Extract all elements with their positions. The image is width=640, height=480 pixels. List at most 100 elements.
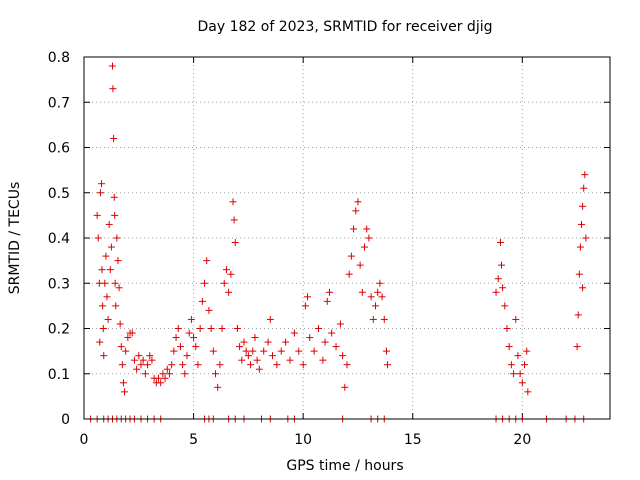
data-point <box>336 320 344 328</box>
data-point <box>319 356 327 364</box>
data-point <box>198 297 206 305</box>
data-point <box>512 315 520 323</box>
data-point <box>507 361 515 369</box>
data-point <box>105 220 113 228</box>
data-point <box>295 347 303 355</box>
data-point <box>121 388 129 396</box>
data-point <box>573 343 581 351</box>
data-point <box>96 338 104 346</box>
data-point <box>114 257 122 265</box>
data-point <box>253 356 261 364</box>
data-point <box>240 338 248 346</box>
data-point <box>371 302 379 310</box>
data-point <box>581 171 589 179</box>
data-point <box>103 293 111 301</box>
data-point <box>496 239 504 247</box>
data-point <box>521 361 529 369</box>
data-point <box>99 302 107 310</box>
data-point <box>155 374 163 382</box>
data-point <box>367 293 375 301</box>
data-point <box>273 361 281 369</box>
data-point <box>112 302 120 310</box>
data-point <box>137 361 145 369</box>
data-point <box>230 216 238 224</box>
data-point <box>315 325 323 332</box>
data-point <box>172 334 180 342</box>
data-point <box>214 383 222 391</box>
y-tick-label: 0.8 <box>48 50 70 66</box>
data-point <box>104 315 112 323</box>
data-point <box>115 284 123 292</box>
data-point <box>328 329 336 337</box>
data-point <box>148 356 156 364</box>
data-point <box>361 243 369 251</box>
x-tick-label: 0 <box>80 432 89 448</box>
data-point <box>231 239 239 247</box>
data-point <box>229 198 237 206</box>
data-point <box>203 257 211 265</box>
data-point <box>576 243 584 251</box>
data-point <box>354 198 362 206</box>
data-point <box>510 370 518 378</box>
data-point <box>301 302 309 310</box>
data-point <box>207 325 215 332</box>
data-point <box>266 315 274 323</box>
data-point <box>216 361 224 369</box>
x-tick-label: 20 <box>513 432 531 448</box>
data-point <box>116 320 124 328</box>
data-point <box>122 347 130 355</box>
data-point <box>255 365 263 373</box>
data-point <box>524 388 532 396</box>
data-point <box>170 347 178 355</box>
data-point <box>168 361 176 369</box>
data-point <box>514 352 522 360</box>
y-tick-label: 0.1 <box>48 367 70 383</box>
data-point <box>209 347 217 355</box>
data-point <box>110 134 118 142</box>
data-point <box>111 279 119 287</box>
data-point <box>345 270 353 278</box>
data-point <box>304 293 312 301</box>
data-point <box>222 266 230 274</box>
data-point <box>201 279 209 287</box>
data-point <box>575 270 583 278</box>
data-point <box>109 85 117 93</box>
data-point <box>157 379 165 387</box>
x-tick-label: 10 <box>294 432 312 448</box>
data-points <box>87 62 590 423</box>
data-point <box>176 343 184 351</box>
data-point <box>518 379 526 387</box>
data-point <box>492 288 500 296</box>
data-point <box>98 180 106 188</box>
data-point <box>498 261 506 269</box>
data-point <box>233 325 241 332</box>
data-point <box>128 329 136 337</box>
data-point <box>159 370 167 378</box>
data-point <box>369 315 377 323</box>
y-tick-label: 0.6 <box>48 141 70 157</box>
y-tick-label: 0.4 <box>48 231 70 247</box>
data-point <box>183 352 191 360</box>
y-axis-ticks: 0 0.1 0.2 0.3 0.4 0.5 0.6 0.7 0.8 <box>48 50 610 428</box>
y-axis-label: SRMTID / TECUs <box>7 182 23 295</box>
data-point <box>376 279 384 287</box>
data-point <box>352 207 360 215</box>
data-point <box>310 347 318 355</box>
data-point <box>339 352 347 360</box>
data-point <box>321 338 329 346</box>
data-point <box>499 284 507 292</box>
data-point <box>130 356 138 364</box>
data-point <box>323 297 331 305</box>
data-point <box>380 315 388 323</box>
data-point <box>290 329 298 337</box>
data-point <box>347 252 355 260</box>
data-point <box>374 288 382 296</box>
data-point <box>119 379 127 387</box>
data-point <box>516 370 524 378</box>
data-point <box>111 211 119 219</box>
data-point <box>225 288 233 296</box>
data-point <box>165 370 173 378</box>
data-point <box>99 325 107 332</box>
data-point <box>286 356 294 364</box>
x-tick-label: 5 <box>189 432 198 448</box>
